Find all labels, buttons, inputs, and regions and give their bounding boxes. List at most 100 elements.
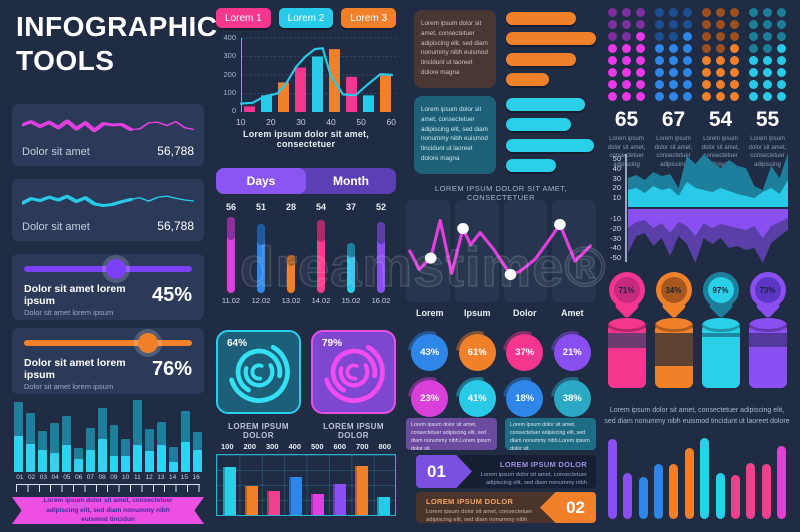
horizontal-bar [506, 138, 595, 152]
step-title: LOREM IPSUM DOLOR [499, 460, 587, 469]
horizontal-bars [506, 12, 596, 86]
mini-bar-chart [216, 215, 396, 293]
horizontal-bar [506, 158, 556, 172]
mini-bar-top [227, 217, 235, 240]
mini-bar-value: 56 [225, 202, 236, 212]
dot [702, 20, 712, 29]
matrix-value: 55 [755, 108, 780, 131]
mini-bar [227, 217, 235, 293]
bar [73, 448, 83, 472]
bar-inner [85, 449, 95, 472]
legend-pill-3[interactable]: Lorem 3 [341, 8, 397, 28]
mini-bar-value: 52 [375, 202, 386, 212]
dot [668, 44, 678, 53]
grid-header-value: 500 [310, 442, 324, 451]
dot [715, 92, 725, 101]
legend-pill-1[interactable]: Lorem 1 [216, 8, 271, 28]
dot [762, 44, 772, 53]
dot [608, 44, 618, 53]
axis-ruler [16, 484, 200, 492]
dot [729, 8, 739, 17]
mini-bar [257, 223, 265, 293]
text-block-card: Lorem ipsum dolor sit amet, consectetuer… [414, 10, 496, 88]
dot [682, 20, 692, 29]
percentage-badge: 41% [458, 380, 496, 417]
dot [762, 20, 772, 29]
dot [715, 32, 725, 41]
bar [145, 429, 155, 472]
cylinder-charts: 71% 34% 97% 73% [606, 272, 788, 388]
gauge-percentage: 64% [227, 338, 248, 349]
dot [682, 56, 692, 65]
dot [776, 56, 786, 65]
y-tick: 100 [223, 87, 236, 97]
slider-track[interactable] [24, 333, 192, 353]
slider-title: Dolor sit amet lorem ipsum [24, 357, 126, 381]
mini-bar-dates: 11.02 12.02 13.02 14.02 15.02 16.02 [216, 296, 396, 305]
gauge-arcs [323, 341, 385, 403]
dot-grid [747, 8, 788, 101]
stat-card: Dolor sit amet 56,788 [12, 104, 204, 166]
rounded-bar [715, 472, 725, 519]
rounded-bar [730, 475, 740, 519]
grid-header-value: 800 [378, 442, 391, 451]
matrix-value: 67 [661, 108, 686, 131]
bar [85, 427, 95, 472]
area-chart-y-axis-negative: -10 -20 -30 -40 -50 [606, 214, 621, 262]
percentage-badge: 37% [506, 334, 544, 371]
mini-bar-value: 37 [345, 202, 356, 212]
dot [749, 92, 759, 101]
rounded-bar [623, 472, 633, 519]
grid-bar [332, 484, 346, 515]
dot [749, 32, 759, 41]
percentage-badge: 18% [506, 380, 544, 417]
horizontal-bars [506, 98, 596, 172]
grid-bar [222, 467, 236, 515]
combo-chart-caption: Lorem ipsum dolor sit amet, consectetuer [243, 129, 369, 149]
area-chart: 50 40 30 20 10 -10 -20 -30 -40 -50 [606, 152, 788, 264]
bar [121, 439, 131, 472]
dot [762, 56, 772, 65]
dot [762, 32, 772, 41]
percentage-badge: 21% [553, 334, 591, 371]
y-tick: 400 [223, 33, 236, 42]
pin-percentage: 71% [613, 277, 640, 303]
tab-month[interactable]: Month [333, 174, 369, 188]
bar-inner [169, 461, 179, 472]
line-chart-labels: Lorem Ipsum Dolor Amet [406, 308, 596, 318]
dot [635, 20, 645, 29]
grid-bar [288, 476, 302, 515]
y-tick: 50 [612, 154, 621, 163]
y-tick: -50 [610, 253, 621, 262]
bar-label: 11 [134, 474, 141, 481]
bar [49, 423, 59, 472]
horizontal-bar [506, 118, 571, 132]
matrix-text: Lorem ipsum dolor sit amet, consectetuer… [701, 136, 740, 169]
slider-handle[interactable] [106, 259, 127, 279]
zigzag-line-chart [406, 200, 596, 302]
dot-matrix-charts: 65 Lorem ipsum dolor sit amet, consectetu… [606, 8, 788, 170]
bar-label: 12 [145, 474, 153, 481]
dot [668, 92, 678, 101]
rounded-bar [654, 464, 664, 519]
dot [608, 92, 618, 101]
dot [762, 8, 772, 17]
slider-handle[interactable] [138, 333, 159, 353]
bar-inner [73, 458, 83, 472]
dot-matrix: 54 Lorem ipsum dolor sit amet, consectetu… [700, 8, 741, 170]
combo-chart-y-axis: 400 300 200 100 0 [216, 33, 236, 115]
dot [608, 68, 618, 77]
percentage-badges: 43% 61% 37% 21% 23% 41% 18% 38% [406, 334, 596, 417]
mini-bar-top [377, 222, 385, 244]
mini-bar [317, 219, 325, 293]
mini-bar-top [287, 255, 295, 267]
tab-days[interactable]: Days [216, 168, 306, 194]
slider-track[interactable] [24, 259, 192, 279]
gauge-card: 79% [311, 330, 396, 414]
mini-bar-top [257, 223, 265, 245]
dot [715, 44, 725, 53]
legend-pill-2[interactable]: Lorem 2 [278, 8, 334, 28]
dot-matrix: 55 Lorem ipsum dolor sit amet, consectetu… [747, 8, 788, 170]
pin-percentage: 73% [754, 277, 781, 303]
step-title: LOREM IPSUM DOLOR [426, 497, 514, 506]
